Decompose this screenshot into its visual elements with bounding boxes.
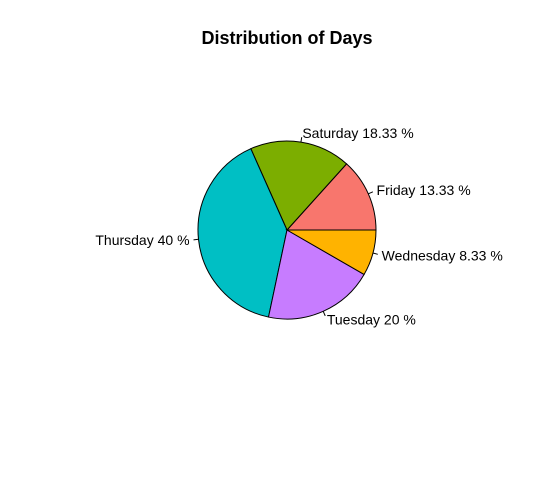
slice-label-tuesday: Tuesday 20 % (327, 312, 416, 328)
pie-slice-thursday (197, 148, 288, 318)
label-tick-wednesday (372, 252, 378, 255)
slice-label-wednesday: Wednesday 8.33 % (382, 247, 503, 263)
label-tick-thursday (193, 238, 199, 241)
label-tick-saturday (300, 137, 303, 143)
pie-slice-wednesday (285, 229, 377, 276)
pie-slice-saturday (250, 140, 348, 231)
slice-label-saturday: Saturday 18.33 % (302, 125, 413, 141)
pie-slice-friday (285, 163, 377, 231)
label-tick-friday (368, 191, 374, 195)
label-tick-tuesday (322, 311, 326, 317)
slice-label-friday: Friday 13.33 % (377, 182, 471, 198)
chart-title: Distribution of Days (201, 28, 373, 48)
pie-slice-tuesday (267, 229, 365, 320)
slice-label-thursday: Thursday 40 % (95, 232, 189, 248)
